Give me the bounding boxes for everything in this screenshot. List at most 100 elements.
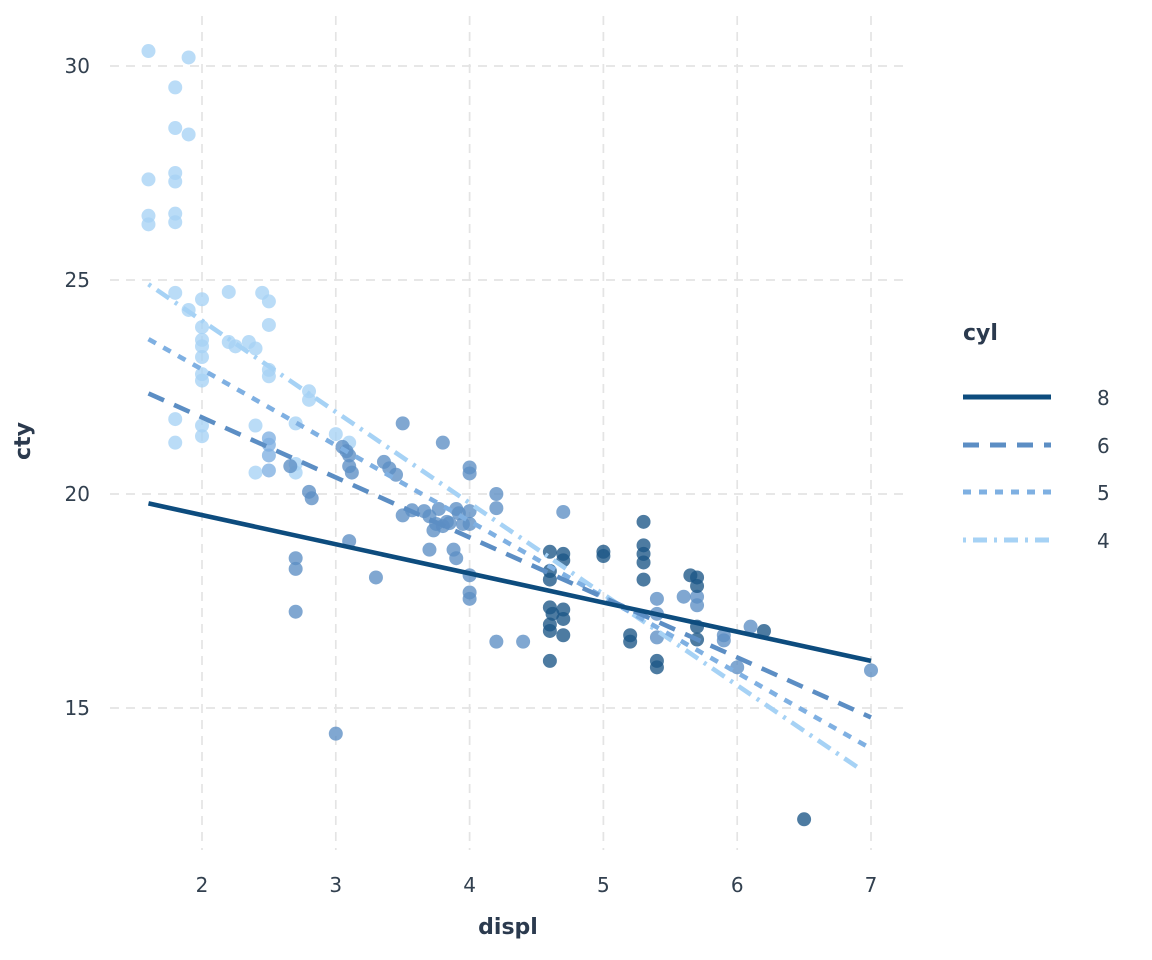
data-point-cyl-4: [181, 127, 196, 142]
data-point-cyl-6: [431, 501, 446, 516]
y-tick-label: 15: [65, 696, 90, 720]
data-point-cyl-6: [304, 491, 319, 506]
data-point-cyl-4: [168, 80, 183, 95]
y-tick-label: 30: [65, 54, 90, 78]
x-axis-title: displ: [478, 915, 538, 940]
data-point-cyl-8: [545, 606, 560, 621]
data-point-cyl-8: [542, 572, 557, 587]
data-point-cyl-6: [462, 591, 477, 606]
data-point-cyl-5: [261, 463, 276, 478]
data-point-cyl-4: [195, 418, 209, 433]
data-point-cyl-4: [141, 44, 156, 59]
data-point-cyl-4: [168, 121, 183, 136]
data-point-cyl-5: [261, 448, 276, 463]
trend-line-cyl-6: [147, 391, 872, 720]
data-point-cyl-6: [328, 726, 343, 741]
data-point-cyl-6: [442, 516, 457, 531]
data-point-cyl-6: [556, 504, 571, 519]
x-tick-label: 4: [463, 873, 476, 897]
data-point-cyl-4: [328, 427, 343, 442]
data-point-cyl-8: [649, 660, 664, 675]
data-point-cyl-8: [636, 555, 651, 570]
x-tick-label: 2: [196, 873, 209, 897]
data-point-cyl-8: [556, 628, 571, 643]
legend-label-cyl-6: 6: [1097, 434, 1110, 458]
data-point-cyl-4: [248, 341, 263, 356]
data-point-cyl-8: [542, 623, 557, 638]
data-point-cyl-6: [395, 416, 410, 431]
x-tick-label: 3: [329, 873, 342, 897]
data-point-cyl-4: [195, 292, 209, 307]
y-axis-title: cty: [11, 422, 36, 460]
data-point-cyl-6: [864, 663, 878, 678]
data-point-cyl-4: [168, 174, 183, 189]
data-point-cyl-4: [181, 50, 196, 65]
data-point-cyl-8: [636, 514, 651, 529]
data-point-cyl-6: [690, 598, 705, 613]
data-point-cyl-4: [195, 350, 209, 365]
grid-layer: [110, 16, 906, 850]
data-point-cyl-4: [195, 339, 209, 354]
data-point-cyl-6: [489, 501, 504, 516]
data-point-cyl-8: [596, 549, 611, 564]
data-point-cyl-6: [716, 633, 731, 648]
data-point-cyl-6: [730, 660, 745, 675]
data-point-cyl-6: [368, 570, 383, 585]
x-axis-tick-labels: 2 3 4 5 6 7: [196, 873, 878, 897]
data-point-cyl-6: [288, 561, 303, 576]
legend-label-cyl-4: 4: [1097, 529, 1110, 553]
data-point-cyl-4: [195, 320, 209, 335]
data-point-cyl-6: [344, 465, 359, 480]
legend-label-cyl-8: 8: [1097, 386, 1110, 410]
data-point-cyl-4: [195, 429, 209, 444]
data-point-cyl-8: [690, 579, 705, 594]
legend-label-cyl-5: 5: [1097, 481, 1110, 505]
data-point-cyl-4: [168, 435, 183, 450]
y-axis-tick-labels: 15 20 25 30: [65, 54, 90, 720]
trend-line-layer: [147, 282, 873, 772]
data-point-cyl-6: [426, 523, 441, 538]
data-point-cyl-4: [168, 215, 183, 230]
y-tick-label: 20: [65, 482, 90, 506]
data-point-cyl-8: [623, 634, 638, 649]
trend-line-cyl-8: [147, 501, 872, 664]
data-point-cyl-6: [449, 551, 464, 566]
x-tick-label: 7: [865, 873, 878, 897]
data-point-cyl-8: [542, 653, 557, 668]
data-point-cyl-4: [141, 217, 156, 232]
trend-line-cyl-4: [147, 282, 863, 772]
data-point-cyl-6: [389, 467, 404, 482]
legend: cyl 8 6 5 4: [963, 321, 1110, 553]
data-point-cyl-4: [248, 465, 263, 480]
x-tick-label: 5: [597, 873, 610, 897]
data-point-cyl-8: [756, 623, 771, 638]
legend-title: cyl: [963, 321, 998, 346]
data-point-cyl-5: [261, 437, 276, 452]
data-point-cyl-4: [168, 285, 183, 300]
data-point-cyl-6: [283, 459, 298, 474]
data-point-cyl-8: [636, 572, 651, 587]
data-point-cyl-4: [261, 294, 276, 309]
data-point-cyl-8: [556, 611, 571, 626]
point-layer: [141, 44, 878, 827]
data-point-cyl-4: [141, 172, 156, 187]
data-point-cyl-6: [516, 634, 531, 649]
data-point-cyl-6: [489, 634, 504, 649]
data-point-cyl-6: [288, 604, 303, 619]
data-point-cyl-4: [221, 284, 236, 299]
data-point-cyl-6: [676, 589, 691, 604]
data-point-cyl-6: [288, 551, 303, 566]
data-point-cyl-4: [302, 392, 317, 407]
trend-line-cyl-5: [147, 337, 873, 751]
data-point-cyl-4: [228, 339, 243, 354]
x-tick-label: 6: [731, 873, 744, 897]
data-point-cyl-6: [462, 466, 477, 481]
data-point-cyl-6: [489, 487, 504, 501]
data-point-cyl-4: [261, 369, 276, 384]
data-point-cyl-4: [195, 373, 209, 388]
data-point-cyl-6: [743, 619, 758, 634]
data-point-cyl-8: [797, 812, 812, 827]
data-point-cyl-6: [462, 516, 477, 531]
